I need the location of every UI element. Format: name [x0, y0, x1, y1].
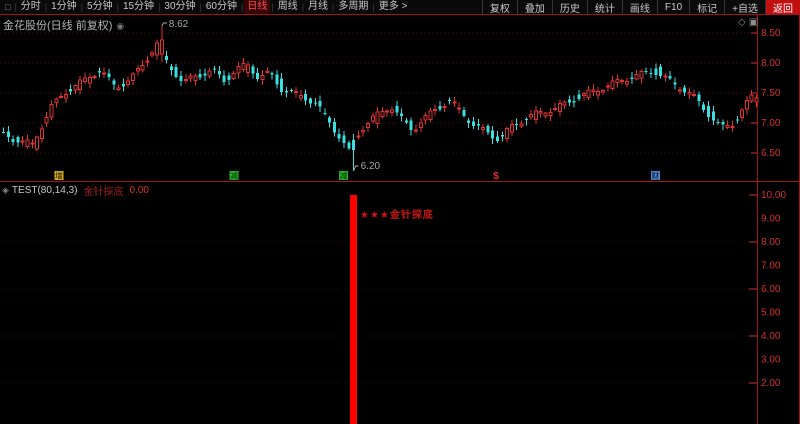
btn-f10[interactable]: F10: [656, 0, 689, 14]
svg-text:2.00: 2.00: [761, 378, 781, 389]
divider: |: [271, 2, 274, 12]
svg-text:6.50: 6.50: [761, 148, 781, 159]
btn-drawline[interactable]: 画线: [621, 0, 657, 15]
tab-30min[interactable]: 30分钟: [164, 1, 196, 12]
svg-text:9.00: 9.00: [761, 214, 781, 225]
divider: |: [80, 2, 84, 12]
indicator-name[interactable]: TEST(80,14,3): [11, 185, 78, 196]
svg-text:减: 减: [340, 171, 348, 181]
divider: |: [116, 2, 119, 12]
stock-title-text: 金花股份(日线 前复权): [3, 20, 113, 32]
svg-text:8.62: 8.62: [169, 19, 189, 30]
svg-text:7.50: 7.50: [761, 88, 781, 99]
tab-15min[interactable]: 15分钟: [122, 1, 155, 12]
signal-bar: [350, 195, 358, 424]
chart-canvas[interactable]: 8.50 8.00 7.50 7.00 6.50 10.00 9.00 8.00 7.00 6.0…: [0, 15, 800, 424]
svg-text:5.00: 5.00: [761, 308, 781, 319]
indicator-expand-icon[interactable]: ◈: [2, 185, 9, 195]
indicator-header: ◈ TEST(80,14,3) 金针探底 0.00: [2, 183, 149, 198]
svg-text:4.00: 4.00: [761, 331, 781, 342]
svg-text:增: 增: [55, 171, 63, 181]
btn-back[interactable]: 返回: [765, 0, 800, 15]
svg-text:7.00: 7.00: [761, 261, 781, 272]
btn-fuquan[interactable]: 复权: [481, 0, 517, 15]
divider: |: [14, 2, 17, 12]
btn-mark[interactable]: 标记: [689, 0, 724, 15]
top-toolbar: □ | 分时 | 1分钟 | 5分钟 | 15分钟 | 30分钟 | 60分钟 | 日线 | 周线 | 月线 | 多…: [0, 0, 800, 15]
tab-fenshi[interactable]: 分时: [20, 1, 41, 12]
event-marker[interactable]: [229, 171, 239, 180]
divider: |: [44, 2, 48, 12]
btn-stats[interactable]: 统计: [586, 0, 622, 15]
tab-daily[interactable]: 日线: [244, 0, 271, 14]
chart-title: 金花股份(日线 前复权) ◉: [3, 17, 124, 33]
btn-add-watchlist[interactable]: +自选: [724, 0, 765, 15]
svg-text:10.00: 10.00: [761, 190, 786, 201]
tab-weekly[interactable]: 周线: [277, 1, 298, 12]
event-marker[interactable]: $: [493, 171, 499, 182]
signal-annotation: ★★★金针探底: [360, 210, 434, 221]
info-bubble-icon[interactable]: ◉: [116, 21, 125, 31]
tab-monthly[interactable]: 月线: [308, 1, 329, 12]
btn-overlay[interactable]: 叠加: [516, 0, 552, 15]
divider: |: [332, 2, 335, 12]
layout-icon[interactable]: ▣: [748, 17, 762, 28]
tab-60min[interactable]: 60分钟: [205, 1, 237, 12]
svg-text:财: 财: [651, 171, 659, 181]
btn-history[interactable]: 历史: [551, 0, 587, 15]
divider: |: [372, 2, 375, 12]
indicator-output-label: 金针探底: [83, 187, 124, 198]
tab-5min[interactable]: 5分钟: [87, 1, 113, 12]
svg-text:减: 减: [230, 171, 238, 181]
event-marker[interactable]: [54, 171, 64, 180]
svg-text:6.00: 6.00: [761, 284, 781, 295]
svg-text:7.00: 7.00: [761, 118, 781, 129]
tab-1min[interactable]: 1分钟: [51, 1, 77, 12]
toolbar-actions: 复权 叠加 历史 统计 画线 F10 标记 +自选 返回: [481, 0, 800, 15]
divider: |: [199, 2, 202, 12]
tab-multi-period[interactable]: 多周期: [338, 1, 369, 12]
event-marker[interactable]: [339, 171, 349, 180]
tab-more[interactable]: 更多 >: [378, 1, 408, 12]
event-marker[interactable]: [650, 171, 660, 180]
svg-text:6.20: 6.20: [361, 161, 381, 172]
divider: |: [301, 2, 305, 12]
window-icon[interactable]: □: [5, 2, 11, 12]
indicator-output-value: 0.00: [129, 185, 149, 196]
svg-text:8.00: 8.00: [761, 237, 781, 248]
style-icon[interactable]: ◇: [738, 17, 749, 28]
svg-text:3.00: 3.00: [761, 355, 781, 366]
divider: |: [158, 2, 161, 12]
panel-corner-icons: ◇▣: [738, 17, 761, 28]
svg-text:8.00: 8.00: [761, 58, 781, 69]
divider: |: [241, 2, 244, 12]
svg-text:8.50: 8.50: [761, 28, 781, 39]
period-tabs: □ | 分时 | 1分钟 | 5分钟 | 15分钟 | 30分钟 | 60分钟 | 日线 | 周线 | 月线 | 多…: [0, 0, 410, 14]
